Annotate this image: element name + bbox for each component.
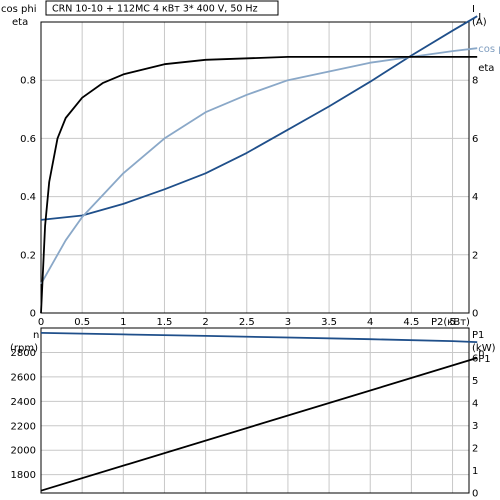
right-axis-tick-label: 1: [472, 466, 478, 477]
x-axis-tick-label: 2: [202, 317, 208, 328]
right-axis-tick-label: 0: [472, 489, 478, 500]
left-axis-tick-label: 0: [30, 309, 36, 320]
series-label-P1: P1: [478, 354, 490, 365]
right-axis-label: (A): [472, 17, 487, 28]
series-label-I: I: [478, 12, 481, 23]
right-axis-tick-label: 2: [472, 443, 478, 454]
x-axis-tick-label: 2.5: [239, 317, 255, 328]
chart-title: CRN 10-10 + 112MC 4 кВт 3* 400 V, 50 Hz: [52, 4, 258, 15]
right-axis-tick-label: 0: [472, 309, 478, 320]
x-axis-tick-label: 3: [285, 317, 291, 328]
series-line-n: [40, 332, 478, 343]
left-axis-tick-label: 2400: [11, 397, 36, 408]
left-axis-tick-label: 2000: [11, 446, 36, 457]
series-label-eta: eta: [478, 63, 494, 74]
x-axis-tick-label: 5: [449, 317, 455, 328]
right-axis-tick-label: 3: [472, 421, 478, 432]
x-axis-tick-label: 0.5: [74, 317, 90, 328]
x-axis-tick-label: 1: [120, 317, 126, 328]
plot-frame: [40, 327, 470, 494]
x-axis-tick-label: 3.5: [321, 317, 337, 328]
series-label-n: n: [478, 348, 484, 359]
left-axis-tick-label: 0.6: [20, 134, 36, 145]
series-line-P1: [40, 357, 478, 492]
left-axis-tick-label: 2800: [11, 348, 36, 359]
bottom-panel: 1800200022002400260028000123456n(rpm)P1(…: [10, 327, 496, 500]
series-line-cos-phi: [40, 47, 478, 285]
left-axis-tick-label: 0.2: [20, 250, 36, 261]
right-axis-tick-label: 2: [472, 250, 478, 261]
left-axis-label: (rpm): [10, 343, 38, 354]
left-axis-tick-label: 0.4: [20, 192, 36, 203]
right-axis-tick-label: 8: [472, 76, 478, 87]
left-axis-tick-label: 0.8: [20, 76, 36, 87]
right-axis-tick-label: 6: [472, 134, 478, 145]
right-axis-label: (kW): [472, 343, 496, 354]
right-axis-label: I: [472, 4, 475, 15]
left-axis-tick-label: 2600: [11, 372, 36, 383]
x-axis-tick-label: 1.5: [157, 317, 173, 328]
right-axis-tick-label: 5: [472, 376, 478, 387]
left-axis-tick-label: 1800: [11, 470, 36, 481]
right-axis-label: P1: [472, 330, 484, 341]
plot-frame: [40, 21, 470, 314]
x-axis-tick-label: 4: [367, 317, 373, 328]
left-axis-tick-label: 2200: [11, 421, 36, 432]
left-axis-label: n: [33, 330, 39, 341]
right-axis-tick-label: 4: [472, 192, 478, 203]
x-axis-tick-label: 0: [38, 317, 44, 328]
series-label-cos-phi: cos phi: [478, 44, 500, 55]
x-axis-label: P2(кВт): [431, 317, 470, 328]
series-line-eta: [40, 56, 478, 314]
series-line-I: [40, 15, 478, 221]
chart-title-box: [45, 0, 279, 16]
left-axis-label: eta: [12, 17, 28, 28]
right-axis-tick-label: 4: [472, 398, 478, 409]
left-axis-label: cos phi: [1, 4, 36, 15]
x-axis-tick-label: 4.5: [403, 317, 419, 328]
